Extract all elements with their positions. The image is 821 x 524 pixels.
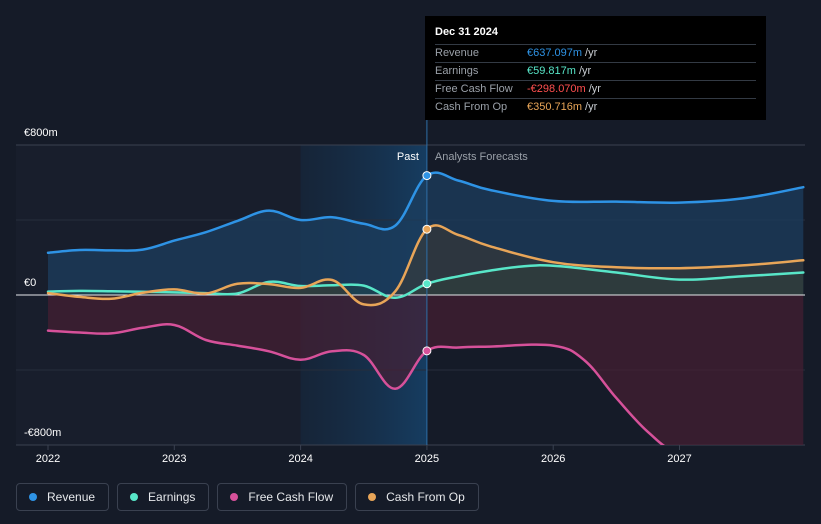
legend-label: Cash From Op: [386, 490, 465, 504]
tooltip-label: Free Cash Flow: [435, 83, 513, 95]
tooltip-unit: /yr: [585, 47, 598, 59]
x-tick-label: 2022: [36, 453, 60, 465]
revenue-marker: [422, 171, 432, 181]
cash-from-op-marker: [422, 224, 432, 234]
revenue-series-line: [46, 171, 805, 255]
free-cash-flow-marker: [422, 346, 432, 356]
forecast-label: Analysts Forecasts: [435, 151, 528, 163]
legend: Revenue Earnings Free Cash Flow Cash Fro…: [16, 483, 479, 513]
tooltip-date: Dec 31 2024: [435, 26, 498, 38]
revenue-area: [48, 172, 804, 295]
tooltip-value: €350.716m: [527, 101, 583, 113]
tooltip: Dec 31 2024 Revenue €637.097m /yr Earnin…: [425, 16, 766, 120]
x-tick-label: 2023: [162, 453, 186, 465]
tooltip-unit: /yr: [578, 65, 592, 77]
legend-dot-icon: [130, 493, 139, 501]
tooltip-label: Cash From Op: [435, 101, 508, 113]
tooltip-label: Earnings: [435, 65, 479, 77]
tooltip-value: €637.097m: [527, 47, 583, 59]
legend-dot-icon: [368, 493, 377, 501]
free-cash-flow-series-line: [46, 323, 666, 445]
legend-label: Free Cash Flow: [248, 490, 334, 504]
legend-item-free-cash-flow[interactable]: Free Cash Flow: [217, 483, 348, 511]
y-label-zero: €0: [24, 277, 36, 289]
legend-label: Revenue: [47, 490, 96, 504]
y-label-bottom: -€800m: [24, 427, 61, 439]
legend-dot-icon: [29, 493, 37, 501]
x-tick-label: 2024: [288, 453, 312, 465]
tooltip-label: Revenue: [435, 47, 480, 59]
x-tick-label: 2025: [415, 453, 439, 465]
legend-item-earnings[interactable]: Earnings: [117, 483, 210, 511]
past-label: Past: [397, 151, 419, 163]
cash-from-op-area: [48, 225, 804, 306]
tooltip-row-earnings: Earnings €59.817m /yr: [435, 62, 756, 80]
cash-from-op-series-line: [46, 224, 805, 307]
earnings-marker: [422, 279, 432, 289]
tooltip-value: €59.817m: [527, 65, 576, 77]
legend-item-revenue[interactable]: Revenue: [16, 483, 110, 511]
tooltip-unit: /yr: [588, 83, 601, 95]
legend-label: Earnings: [148, 490, 196, 504]
legend-item-cash-from-op[interactable]: Cash From Op: [355, 483, 479, 511]
x-tick-label: 2027: [667, 453, 691, 465]
tooltip-row-cash-from-op: Cash From Op €350.716m /yr: [435, 98, 756, 116]
tooltip-value: -€298.070m: [527, 83, 586, 95]
x-tick-label: 2026: [541, 453, 565, 465]
tooltip-row-revenue: Revenue €637.097m /yr: [435, 44, 756, 62]
tooltip-row-free-cash-flow: Free Cash Flow -€298.070m /yr: [435, 80, 756, 98]
tooltip-unit: /yr: [585, 101, 598, 113]
legend-dot-icon: [230, 493, 239, 501]
free-cash-flow-area: [48, 295, 804, 445]
y-label-top: €800m: [24, 127, 58, 139]
